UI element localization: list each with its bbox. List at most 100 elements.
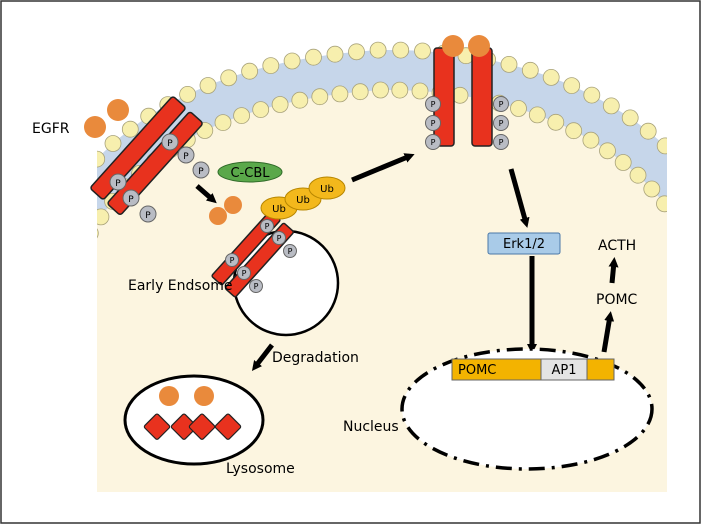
nucleus-label: Nucleus — [343, 419, 399, 435]
lipid-head — [599, 142, 616, 160]
pomc-label: POMC — [596, 292, 638, 308]
lysosome — [123, 374, 265, 466]
svg-text:P: P — [277, 234, 282, 243]
lipid-head — [602, 97, 620, 115]
svg-text:P: P — [230, 256, 235, 265]
phosphate-group: P P P P P P — [109, 133, 210, 223]
lipid-head — [414, 42, 431, 60]
egf-ligand — [468, 35, 490, 57]
egfr-receptor-membrane: P P P P P P — [84, 96, 210, 223]
lipid-head — [629, 166, 647, 184]
phosphate-group: P P P P P P — [425, 96, 509, 150]
lipid-head — [291, 91, 309, 109]
lipid-head — [547, 113, 565, 131]
lipid-head — [179, 86, 197, 103]
arrow-acth — [608, 257, 619, 284]
arrow-pomc-out — [601, 311, 615, 353]
egf-ligand — [224, 196, 242, 214]
lipid-head — [241, 62, 259, 80]
lipid-head — [104, 135, 122, 152]
lipid-head — [528, 106, 546, 124]
svg-text:P: P — [128, 195, 134, 205]
lipid-head — [639, 122, 657, 140]
early-endosome-label: Early Endsome — [128, 278, 233, 294]
lipid-head — [565, 122, 583, 140]
svg-text:P: P — [115, 179, 121, 189]
lipid-head — [271, 96, 289, 113]
gene-ap1-label: AP1 — [551, 363, 576, 378]
egfr-receptor-recycled: P P P P P P — [425, 35, 509, 150]
svg-text:Ub: Ub — [272, 204, 286, 215]
lipid-head — [305, 48, 322, 66]
lipid-head — [510, 100, 527, 117]
erk-label: Erk1/2 — [503, 237, 545, 252]
svg-text:P: P — [499, 100, 504, 109]
lipid-head — [214, 114, 232, 131]
ap1-site — [540, 358, 588, 381]
svg-text:P: P — [265, 222, 270, 231]
egf-ligand — [159, 386, 179, 406]
lipid-head — [542, 69, 560, 86]
lipid-head — [369, 41, 387, 59]
svg-text:P: P — [242, 269, 247, 278]
svg-text:P: P — [499, 119, 504, 128]
lipid-head — [656, 195, 667, 213]
lipid-head — [614, 154, 632, 171]
lipid-head — [121, 120, 139, 138]
lipid-head — [311, 88, 329, 106]
svg-text:P: P — [431, 138, 436, 147]
lipid-head — [582, 131, 600, 149]
egfr-label: EGFR — [32, 121, 70, 137]
egf-ligand — [84, 116, 106, 138]
svg-text:Ub: Ub — [320, 184, 334, 195]
egf-ligand — [194, 386, 214, 406]
c-cbl-label: C-CBL — [230, 166, 270, 181]
arrow-to-erk — [508, 168, 530, 228]
lipid-head — [351, 83, 369, 101]
ubiquitin-chain: Ub Ub Ub — [260, 176, 346, 220]
lipid-head — [521, 61, 539, 79]
egf-ligand — [209, 207, 227, 225]
svg-text:P: P — [288, 247, 293, 256]
svg-text:P: P — [167, 139, 173, 149]
lipid-head — [583, 86, 601, 104]
lysosome-label: Lysosome — [226, 461, 295, 477]
svg-text:P: P — [254, 282, 259, 291]
arrows — [195, 153, 619, 371]
svg-text:P: P — [431, 100, 436, 109]
lipid-head — [563, 77, 581, 94]
lipid-head — [372, 81, 389, 99]
lipid-head — [97, 228, 99, 239]
lipid-head — [252, 101, 270, 118]
svg-text:P: P — [183, 152, 189, 162]
lipid-head — [199, 77, 217, 94]
gene-pomc-label: POMC — [458, 363, 496, 378]
arrow-internalization — [195, 184, 217, 204]
svg-text:Ub: Ub — [296, 195, 310, 206]
erk-box — [487, 232, 561, 255]
lipid-head — [392, 41, 410, 59]
lipid-head — [621, 109, 639, 127]
lipid-head — [656, 137, 667, 155]
svg-text:P: P — [431, 119, 436, 128]
arrow-recycling — [351, 153, 415, 183]
svg-text:P: P — [198, 167, 204, 177]
lipid-head — [220, 69, 238, 87]
lipid-head — [233, 107, 251, 124]
lipid-head — [97, 208, 110, 226]
lipid-head — [500, 56, 518, 73]
lipid-head — [331, 85, 349, 103]
egfr-receptor-internalized: P P P P P P — [209, 196, 297, 298]
lipid-head — [391, 81, 409, 99]
lipid-head — [643, 180, 661, 198]
lipid-head — [348, 43, 365, 61]
egf-ligand — [107, 99, 129, 121]
lipid-head — [262, 57, 280, 74]
arrow-degradation — [251, 343, 274, 371]
lipid-head — [411, 82, 429, 100]
degradation-label: Degradation — [272, 350, 359, 366]
lipid-head — [97, 150, 106, 168]
acth-label: ACTH — [598, 238, 636, 254]
svg-text:P: P — [499, 138, 504, 147]
